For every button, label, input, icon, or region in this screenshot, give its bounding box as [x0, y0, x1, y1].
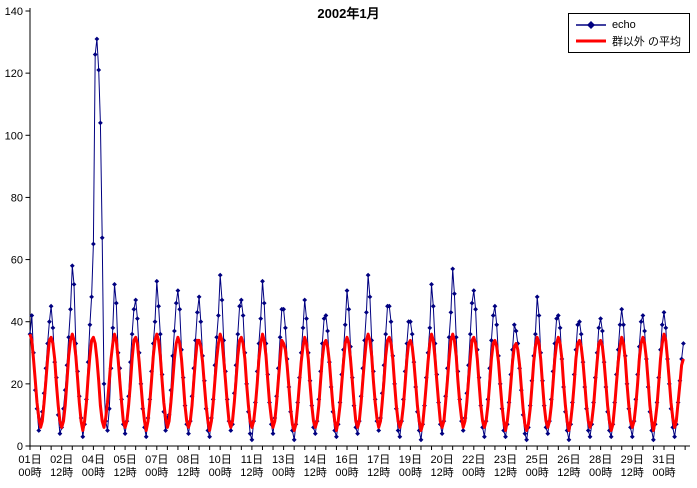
svg-text:100: 100: [5, 130, 23, 142]
svg-text:07日: 07日: [145, 454, 168, 466]
svg-text:00時: 00時: [652, 466, 675, 479]
svg-text:80: 80: [11, 192, 23, 204]
echo-line-swatch: [575, 21, 606, 29]
svg-text:40: 40: [11, 317, 23, 329]
average-line-swatch: [575, 39, 606, 43]
y-axis-labels: 0 20 40 60 80 100 120 140: [5, 6, 23, 453]
svg-text:28日: 28日: [589, 454, 612, 466]
svg-text:22日: 22日: [462, 454, 485, 466]
svg-text:20: 20: [11, 379, 23, 391]
svg-text:00時: 00時: [589, 466, 612, 479]
svg-text:01日: 01日: [18, 454, 41, 466]
svg-text:12時: 12時: [240, 466, 263, 479]
legend-label-average: 群以外 の平均: [611, 36, 681, 48]
svg-text:00時: 00時: [462, 466, 485, 479]
svg-text:00時: 00時: [399, 466, 422, 479]
legend-item-echo: echo: [575, 17, 681, 33]
svg-text:13日: 13日: [272, 454, 295, 466]
svg-text:00時: 00時: [272, 466, 295, 479]
svg-text:26日: 26日: [557, 454, 580, 466]
svg-text:12時: 12時: [494, 466, 517, 479]
svg-text:14日: 14日: [304, 454, 327, 466]
svg-text:31日: 31日: [652, 454, 675, 466]
x-axis-labels: 01日00時02日12時04日00時05日12時07日00時08日12時10日0…: [18, 454, 675, 479]
diamond-marker-icon: [586, 21, 595, 29]
series-average-line: [28, 332, 685, 432]
svg-text:11日: 11日: [241, 454, 263, 466]
legend-item-average: 群以外 の平均: [575, 33, 681, 49]
chart-title: 2002年1月: [317, 6, 380, 21]
svg-text:25日: 25日: [526, 454, 549, 466]
svg-text:29日: 29日: [621, 454, 644, 466]
svg-text:00時: 00時: [18, 466, 41, 479]
svg-text:02日: 02日: [50, 454, 73, 466]
svg-text:00時: 00時: [209, 466, 232, 479]
svg-text:12時: 12時: [50, 466, 73, 479]
axes: [25, 8, 690, 450]
svg-text:00時: 00時: [145, 466, 168, 479]
svg-text:20日: 20日: [430, 454, 453, 466]
svg-text:12時: 12時: [621, 466, 644, 479]
svg-text:140: 140: [5, 6, 23, 18]
svg-text:0: 0: [17, 441, 23, 453]
series-echo-markers: [27, 36, 686, 443]
svg-text:12時: 12時: [557, 466, 580, 479]
svg-text:12時: 12時: [367, 466, 390, 479]
svg-text:60: 60: [11, 255, 23, 267]
svg-text:00時: 00時: [335, 466, 358, 479]
svg-text:00時: 00時: [526, 466, 549, 479]
svg-text:04日: 04日: [82, 454, 105, 466]
svg-text:08日: 08日: [177, 454, 200, 466]
svg-text:10日: 10日: [209, 454, 232, 466]
svg-text:19日: 19日: [399, 454, 422, 466]
svg-text:12時: 12時: [304, 466, 327, 479]
legend-label-echo: echo: [611, 19, 636, 31]
svg-text:05日: 05日: [113, 454, 136, 466]
svg-text:23日: 23日: [494, 454, 517, 466]
svg-text:120: 120: [5, 68, 23, 80]
svg-text:12時: 12時: [177, 466, 200, 479]
svg-text:12時: 12時: [113, 466, 136, 479]
svg-text:16日: 16日: [335, 454, 358, 466]
svg-text:00時: 00時: [82, 466, 105, 479]
svg-text:17日: 17日: [367, 454, 390, 466]
legend: echo 群以外 の平均: [567, 13, 690, 53]
svg-text:12時: 12時: [430, 466, 453, 479]
